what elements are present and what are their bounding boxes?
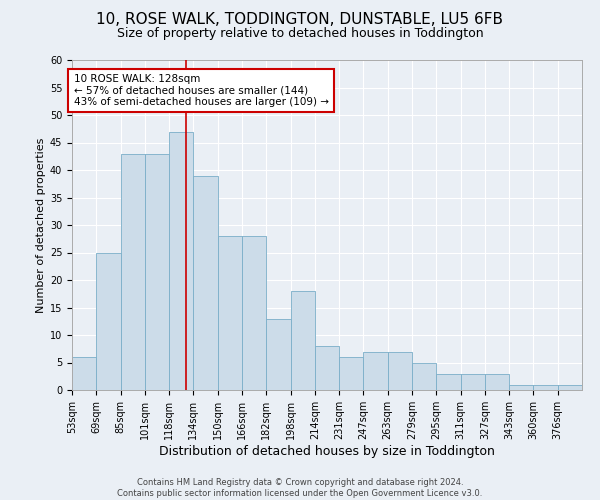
Bar — [412, 362, 436, 390]
Bar — [558, 384, 582, 390]
Bar — [121, 154, 145, 390]
Bar — [218, 236, 242, 390]
Bar — [145, 154, 169, 390]
Bar — [364, 352, 388, 390]
Bar — [72, 357, 96, 390]
X-axis label: Distribution of detached houses by size in Toddington: Distribution of detached houses by size … — [159, 444, 495, 458]
Text: 10, ROSE WALK, TODDINGTON, DUNSTABLE, LU5 6FB: 10, ROSE WALK, TODDINGTON, DUNSTABLE, LU… — [97, 12, 503, 28]
Text: Size of property relative to detached houses in Toddington: Size of property relative to detached ho… — [116, 28, 484, 40]
Bar — [509, 384, 533, 390]
Bar — [169, 132, 193, 390]
Bar — [533, 384, 558, 390]
Text: Contains HM Land Registry data © Crown copyright and database right 2024.
Contai: Contains HM Land Registry data © Crown c… — [118, 478, 482, 498]
Bar — [339, 357, 364, 390]
Bar — [315, 346, 339, 390]
Bar — [290, 291, 315, 390]
Bar — [96, 252, 121, 390]
Bar — [388, 352, 412, 390]
Bar — [193, 176, 218, 390]
Bar — [485, 374, 509, 390]
Y-axis label: Number of detached properties: Number of detached properties — [35, 138, 46, 312]
Text: 10 ROSE WALK: 128sqm
← 57% of detached houses are smaller (144)
43% of semi-deta: 10 ROSE WALK: 128sqm ← 57% of detached h… — [74, 74, 329, 107]
Bar — [242, 236, 266, 390]
Bar — [436, 374, 461, 390]
Bar — [461, 374, 485, 390]
Bar — [266, 318, 290, 390]
